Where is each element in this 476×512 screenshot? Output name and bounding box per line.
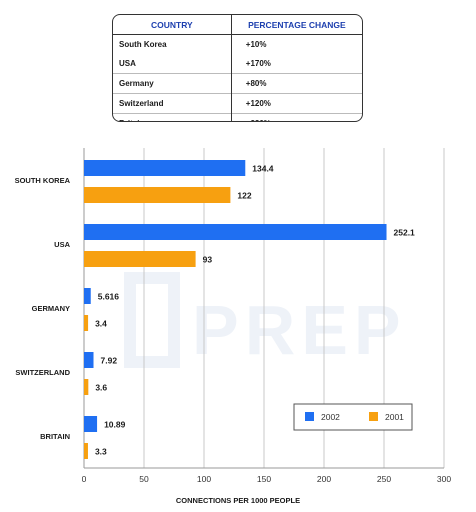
change-cell: +170% bbox=[245, 59, 271, 68]
country-cell: Britain bbox=[113, 113, 232, 121]
table-row: USA +170% bbox=[113, 54, 362, 74]
category-label: SOUTH KOREA bbox=[15, 176, 71, 185]
data-label: 252.1 bbox=[394, 228, 416, 238]
legend-box bbox=[293, 403, 413, 431]
x-tick-label: 250 bbox=[377, 474, 391, 484]
legend-swatch-2001 bbox=[369, 412, 378, 421]
percentage-change-table: COUNTRY PERCENTAGE CHANGE South Korea +1… bbox=[112, 14, 363, 122]
change-cell: +10% bbox=[231, 34, 362, 54]
country-cell: USA bbox=[113, 54, 232, 74]
category-label: GERMANY bbox=[32, 304, 70, 313]
legend-swatch-2002 bbox=[305, 412, 314, 421]
bar-2002 bbox=[84, 352, 94, 368]
bar-2001 bbox=[84, 379, 89, 395]
country-cell: South Korea bbox=[113, 34, 232, 54]
change-cell: +230% bbox=[231, 113, 362, 121]
data-label: 7.92 bbox=[101, 356, 118, 366]
country-cell: Germany bbox=[113, 73, 232, 94]
data-label: 3.6 bbox=[95, 383, 107, 393]
table-row: Britain +230% bbox=[113, 113, 362, 121]
bar-2001 bbox=[84, 443, 88, 459]
bar-2001 bbox=[84, 187, 231, 203]
category-label: SWITZERLAND bbox=[15, 368, 70, 377]
change-cell: +120% bbox=[231, 93, 362, 114]
data-label: 3.3 bbox=[95, 447, 107, 457]
data-label: 10.89 bbox=[104, 420, 126, 430]
bar-2002 bbox=[84, 160, 246, 176]
x-axis-title: CONNECTIONS PER 1000 PEOPLE bbox=[176, 496, 300, 505]
category-label: BRITAIN bbox=[40, 432, 70, 441]
data-label: 3.4 bbox=[95, 319, 107, 329]
x-tick-label: 50 bbox=[139, 474, 149, 484]
x-tick-label: 200 bbox=[317, 474, 331, 484]
bar-2002 bbox=[84, 224, 387, 240]
legend-label: 2002 bbox=[321, 412, 340, 422]
table-header-row: COUNTRY PERCENTAGE CHANGE bbox=[113, 15, 362, 35]
bar-2002 bbox=[84, 288, 91, 304]
bar-2001 bbox=[84, 315, 89, 331]
bar-2001 bbox=[84, 251, 196, 267]
watermark-logo bbox=[124, 272, 180, 368]
data-label: 93 bbox=[203, 255, 213, 265]
data-label: 122 bbox=[237, 191, 251, 201]
table-row: Germany +80% bbox=[113, 73, 362, 94]
data-label: 5.616 bbox=[98, 292, 120, 302]
legend-label: 2001 bbox=[385, 412, 404, 422]
table-row: Switzerland +120% bbox=[113, 93, 362, 114]
table-row: South Korea +10% bbox=[113, 34, 362, 54]
category-label: USA bbox=[54, 240, 70, 249]
x-tick-label: 150 bbox=[257, 474, 271, 484]
x-tick-label: 0 bbox=[82, 474, 87, 484]
data-label: 134.4 bbox=[252, 164, 274, 174]
x-tick-label: 300 bbox=[437, 474, 451, 484]
x-tick-label: 100 bbox=[197, 474, 211, 484]
country-cell: Switzerland bbox=[113, 93, 232, 114]
change-cell: +80% bbox=[231, 73, 362, 94]
bar-2002 bbox=[84, 416, 98, 432]
watermark-text: PREP bbox=[192, 291, 407, 369]
